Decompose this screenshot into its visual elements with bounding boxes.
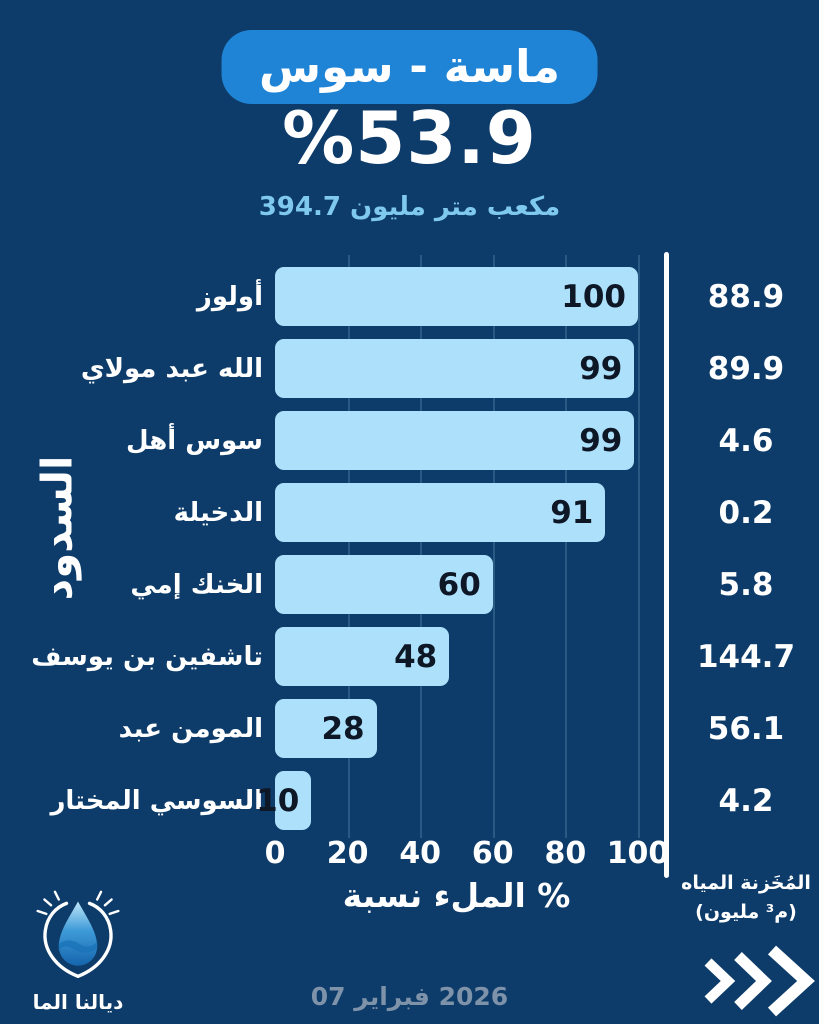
stored-volume-value: 4.6 bbox=[718, 422, 774, 459]
chart-row: أولوز 100 88.9 bbox=[0, 267, 819, 326]
fill-percent-bar: 10 bbox=[256, 771, 312, 830]
chart-row: الدخيلة 91 0.2 bbox=[0, 483, 819, 542]
bar-value-label: 10 bbox=[256, 782, 300, 819]
bar-value-label: 60 bbox=[437, 566, 481, 603]
bar-value-label: 99 bbox=[579, 422, 623, 459]
dam-name-label: المختار‎ السوسي bbox=[50, 785, 263, 816]
fill-percent-bar: 99 bbox=[275, 411, 635, 470]
x-tick-label: 80 bbox=[544, 836, 587, 871]
brand-logo: الما‎ ديالنا bbox=[22, 888, 134, 1014]
bar-value-label: 48 bbox=[394, 638, 438, 675]
triple-chevron-right-icon bbox=[704, 945, 815, 1017]
chart-row: المختار‎ السوسي 10 4.2 bbox=[0, 771, 819, 830]
separator-line bbox=[664, 252, 669, 878]
x-tick-label: 20 bbox=[326, 836, 369, 871]
stored-water-header-line1: المياه‎ المُخَزنة bbox=[681, 872, 811, 894]
region-title-pill: سوس‎ -‎ ماسة bbox=[221, 30, 598, 104]
gridline bbox=[638, 255, 640, 838]
total-stored-volume: 394.7‎ مليون‎ متر‎ مكعب bbox=[258, 192, 561, 222]
gridline bbox=[420, 255, 423, 838]
bar-value-label: 100 bbox=[561, 278, 626, 315]
dam-name-label: مولاي‎ عبد‎ الله bbox=[80, 353, 263, 384]
dam-name-label: يوسف‎ بن‎ تاشفين bbox=[31, 641, 263, 672]
fill-percent-bar: 99 bbox=[275, 339, 635, 398]
chart-row: مولاي‎ عبد‎ الله 99 89.9 bbox=[0, 339, 819, 398]
fill-percent-bar: 100 bbox=[275, 267, 638, 326]
x-axis-title: نسبة‎ الملء‎ % bbox=[342, 876, 571, 915]
dam-name-label: أهل‎ سوس bbox=[126, 425, 263, 456]
chart-row: إمي‎ الخنك 60 5.8 bbox=[0, 555, 819, 614]
dam-name-label: أولوز bbox=[196, 281, 263, 312]
fill-percent-bar: 48 bbox=[275, 627, 450, 686]
chart-row: عبد‎ المومن 28 56.1 bbox=[0, 699, 819, 758]
stored-volume-value: 56.1 bbox=[707, 710, 785, 747]
total-fill-percent: %53.9 bbox=[282, 96, 537, 180]
bar-value-label: 91 bbox=[550, 494, 594, 531]
stored-volume-value: 5.8 bbox=[718, 566, 774, 603]
stored-volume-value: 88.9 bbox=[707, 278, 785, 315]
gridline bbox=[347, 255, 350, 838]
bar-value-label: 28 bbox=[321, 710, 365, 747]
chart-row: أهل‎ سوس 99 4.6 bbox=[0, 411, 819, 470]
x-tick-label: 40 bbox=[399, 836, 442, 871]
dam-name-label: إمي‎ الخنك bbox=[130, 569, 263, 600]
gridline bbox=[492, 255, 495, 838]
chart-rows: أولوز 100 88.9 مولاي‎ عبد‎ الله 99 89.9 أهل‎ س… bbox=[0, 267, 819, 830]
gridline bbox=[565, 255, 568, 838]
stored-water-column-header: المياه‎ المُخَزنة (مليون‎ م³) bbox=[672, 869, 819, 928]
stored-volume-value: 89.9 bbox=[707, 350, 785, 387]
x-tick-label: 100 bbox=[606, 836, 670, 871]
dam-name-label: الدخيلة bbox=[173, 497, 263, 528]
x-tick-label: 60 bbox=[471, 836, 514, 871]
bar-value-label: 99 bbox=[579, 350, 623, 387]
date-label: 07‎ فبراير‎ 2026 bbox=[310, 982, 509, 1011]
x-tick-label: 0 bbox=[264, 836, 286, 871]
dam-name-label: عبد‎ المومن bbox=[118, 713, 263, 744]
stored-volume-value: 4.2 bbox=[718, 782, 774, 819]
brand-name: الما‎ ديالنا bbox=[32, 990, 124, 1014]
stored-volume-value: 144.7 bbox=[696, 638, 796, 675]
water-drop-logo-icon bbox=[36, 890, 120, 978]
stored-water-header-line2: (مليون‎ م³) bbox=[695, 901, 797, 924]
chart-row: يوسف‎ بن‎ تاشفين 48 144.7 bbox=[0, 627, 819, 686]
fill-percent-bar: 60 bbox=[275, 555, 493, 614]
stored-volume-value: 0.2 bbox=[718, 494, 774, 531]
fill-percent-bar: 28 bbox=[275, 699, 377, 758]
fill-percent-bar: 91 bbox=[275, 483, 606, 542]
